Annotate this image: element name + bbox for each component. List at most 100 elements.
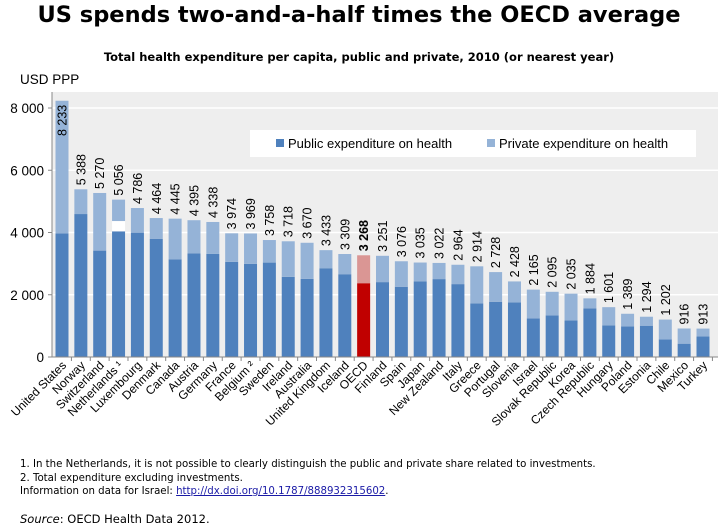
bar-public [470, 303, 484, 357]
bar-public [639, 325, 653, 357]
bar-public [319, 268, 333, 357]
bar-public [451, 284, 465, 357]
bar-private [168, 218, 182, 260]
bar-private [149, 218, 163, 239]
bar-public [262, 262, 276, 357]
bar-value-label: 4 464 [150, 183, 164, 214]
bar-public [564, 320, 578, 357]
bar-value-label: 3 268 [357, 220, 371, 251]
bar-private [112, 199, 126, 222]
bar-private [413, 262, 427, 282]
bar-private [526, 289, 540, 319]
bar-public [74, 214, 88, 357]
bar-public [432, 279, 446, 357]
bar-value-label: 1 389 [621, 278, 635, 309]
legend-swatch-public [276, 139, 284, 147]
bar-private [394, 261, 408, 287]
chart: 8 233 5 388 5 270 5 056 4 786 4 464 4 445 4 395… [8, 72, 718, 429]
bar-private [55, 100, 69, 234]
bar-value-label: 1 601 [602, 272, 616, 303]
bar-public [602, 325, 616, 357]
bar-value-label: 5 270 [93, 158, 107, 189]
bar-public [281, 276, 295, 357]
bar-public [621, 326, 635, 357]
bar-value-label: 5 056 [112, 164, 126, 195]
bar-private [677, 328, 691, 344]
bar-private [206, 221, 220, 254]
legend-box [250, 130, 696, 157]
y-tick-label: 6 000 [10, 163, 44, 178]
bar-value-label: 3 022 [433, 228, 447, 259]
chart-subtitle: Total health expenditure per capita, pub… [103, 50, 615, 64]
bar-private [696, 328, 710, 337]
bar-value-label: 3 718 [282, 206, 296, 237]
bar-public [545, 315, 559, 357]
bar-value-label: 916 [678, 304, 692, 325]
bar-private [319, 250, 333, 269]
footnote-1: 1. In the Netherlands, it is not possibl… [20, 459, 596, 470]
israel-data-link[interactable]: http://dx.doi.org/10.1787/888932315602 [176, 486, 386, 497]
bar-private [639, 316, 653, 326]
bar-value-label: 2 728 [489, 237, 503, 268]
footnote-israel: Information on data for Israel: http://d… [20, 485, 596, 499]
source-label: Source [20, 512, 60, 526]
bar-public [187, 253, 201, 357]
bar-public [489, 301, 503, 357]
bar-value-label: 1 294 [640, 281, 654, 312]
bar-value-label: 913 [697, 304, 711, 325]
source-text: : OECD Health Data 2012. [59, 512, 210, 526]
bar-private [489, 272, 503, 302]
israel-note-suffix: . [385, 486, 389, 497]
bar-value-label: 3 309 [338, 219, 352, 250]
bar-value-label: 2 964 [451, 229, 465, 260]
bar-private [470, 266, 484, 304]
y-tick-label: 8 000 [10, 101, 44, 116]
bar-value-label: 3 035 [414, 227, 428, 258]
bar-value-label: 4 395 [187, 185, 201, 216]
bar-public [357, 283, 371, 357]
bar-private [281, 241, 295, 277]
legend-label-public: Public expenditure on health [288, 136, 452, 151]
bar-value-label: 1 884 [583, 263, 597, 294]
bar-private [130, 208, 144, 233]
footnote-2: 2. Total expenditure excluding investmen… [20, 472, 243, 484]
bar-value-label: 2 165 [527, 254, 541, 285]
bar-private [244, 233, 258, 264]
bar-value-label: 2 095 [546, 256, 560, 287]
bar-value-label: 3 076 [395, 226, 409, 257]
bar-value-label: 4 786 [131, 173, 145, 204]
bar-value-label: 2 428 [508, 246, 522, 277]
bar-private [225, 233, 239, 262]
bar-public [206, 253, 220, 357]
bar-public [583, 308, 597, 357]
bar-public [677, 343, 691, 357]
legend: Public expenditure on health Private exp… [250, 130, 696, 157]
bar-public [93, 250, 107, 357]
legend-label-private: Private expenditure on health [499, 136, 668, 151]
bar-private [187, 220, 201, 254]
bar-public [130, 232, 144, 357]
bar-private [621, 313, 635, 327]
bar-private [376, 255, 389, 283]
bar-public [112, 231, 126, 357]
bar-private [602, 307, 616, 326]
y-tick-label: 0 [36, 350, 44, 365]
bar-public [413, 281, 427, 357]
israel-note-text: Information on data for Israel: [20, 486, 177, 497]
bar-public [394, 286, 408, 357]
bar-public [55, 233, 69, 357]
bar-public [244, 263, 258, 357]
bar-value-label: 3 670 [301, 207, 315, 238]
bar-public [696, 336, 710, 357]
bar-private [300, 242, 314, 279]
bar-private [74, 189, 88, 215]
chart-title: US spends two-and-a-half times the OECD … [37, 2, 681, 28]
bar-value-label: 4 445 [169, 183, 183, 214]
bar-private [451, 264, 465, 285]
bar-private [338, 254, 352, 275]
bar-private [357, 255, 371, 284]
bar-value-label: 3 969 [244, 198, 258, 229]
source-note: Source: OECD Health Data 2012. [20, 512, 210, 526]
bar-value-label: 3 974 [225, 198, 239, 229]
bar-public [225, 261, 239, 357]
